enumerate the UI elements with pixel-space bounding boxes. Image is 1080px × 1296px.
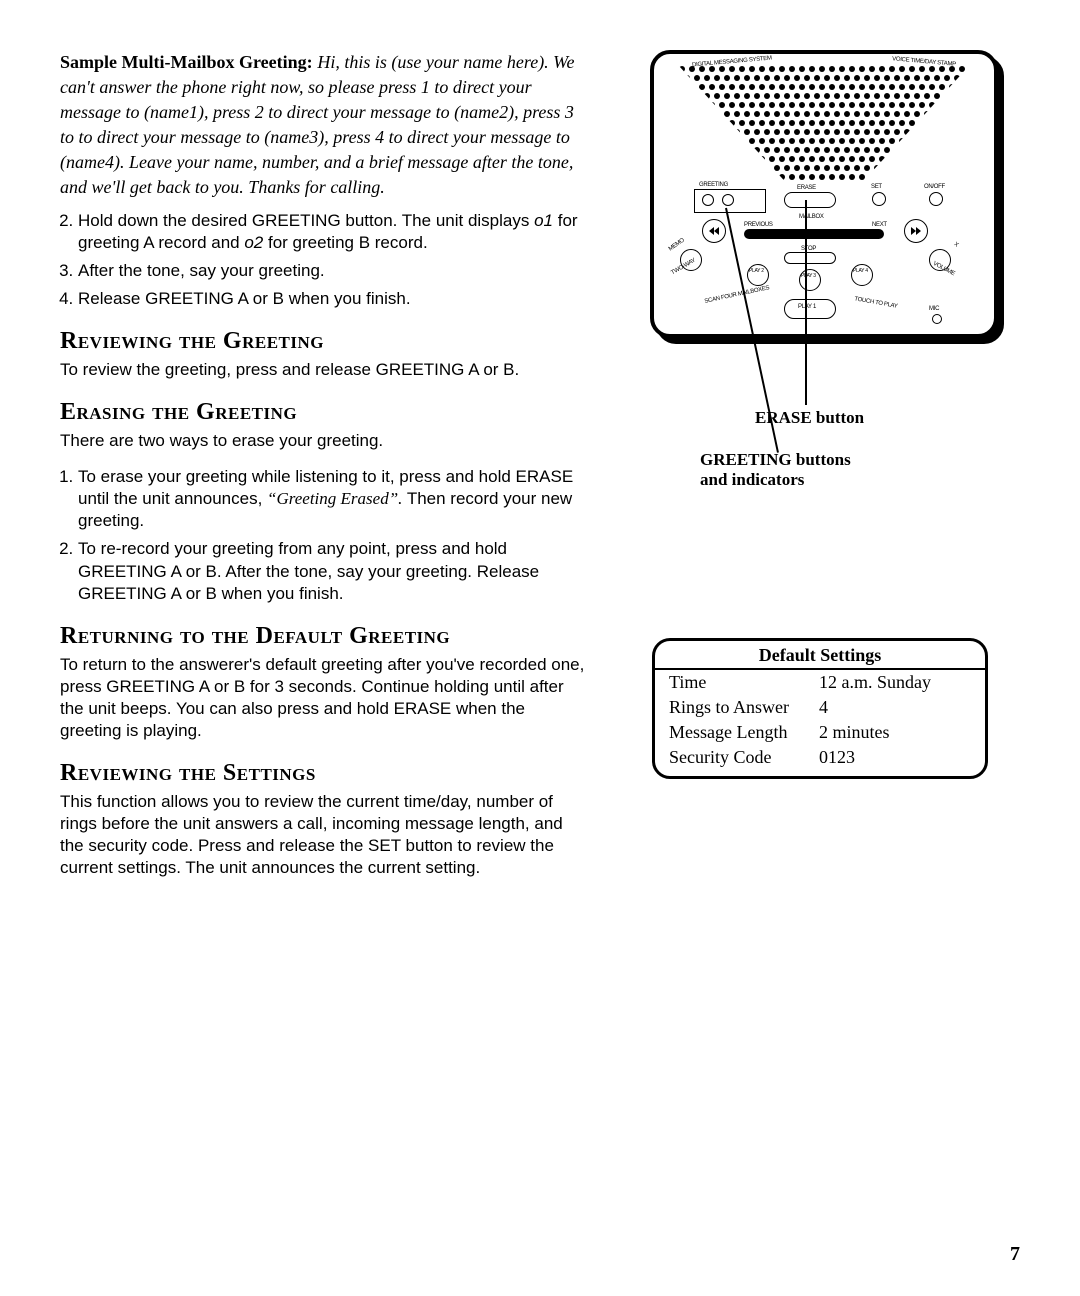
erase-label: ERASE button bbox=[755, 408, 864, 428]
settings-body: This function allows you to review the c… bbox=[60, 791, 590, 879]
next-btn bbox=[904, 219, 928, 243]
erasing-body: There are two ways to erase your greetin… bbox=[60, 430, 590, 452]
table-row: Rings to Answer 4 bbox=[655, 695, 985, 720]
onoff-btn bbox=[929, 192, 943, 206]
greeting-label: GREETING buttons and indicators bbox=[700, 450, 851, 490]
mailbox-window bbox=[744, 229, 884, 239]
sample-body: Hi, this is (use your name here). We can… bbox=[60, 52, 575, 197]
erase-btn bbox=[784, 192, 836, 208]
heading-settings: Reviewing the Settings bbox=[60, 760, 590, 787]
set-btn bbox=[872, 192, 886, 206]
table-row: Security Code 0123 bbox=[655, 745, 985, 776]
erase-step-2: To re-record your greeting from any poin… bbox=[78, 538, 590, 604]
page-number: 7 bbox=[1010, 1243, 1020, 1266]
step-3: After the tone, say your greeting. bbox=[78, 260, 590, 282]
leader-erase bbox=[805, 200, 807, 405]
sample-greeting-block: Sample Multi-Mailbox Greeting: Hi, this … bbox=[60, 50, 590, 200]
erase-steps: To erase your greeting while listening t… bbox=[60, 466, 590, 605]
default-settings-table: Default Settings Time 12 a.m. Sunday Rin… bbox=[652, 638, 988, 779]
device-diagram: DIGITAL MESSAGING SYSTEM VOICE TIME/DAY … bbox=[650, 50, 990, 338]
record-steps: Hold down the desired GREETING button. T… bbox=[60, 210, 590, 310]
heading-returning: Returning to the Default Greeting bbox=[60, 623, 590, 650]
step-4: Release GREETING A or B when you finish. bbox=[78, 288, 590, 310]
prev-btn bbox=[702, 219, 726, 243]
table-row: Time 12 a.m. Sunday bbox=[655, 670, 985, 695]
settings-table-title: Default Settings bbox=[655, 641, 985, 670]
erase-step-1: To erase your greeting while listening t… bbox=[78, 466, 590, 532]
returning-body: To return to the answerer's default gree… bbox=[60, 654, 590, 742]
table-row: Message Length 2 minutes bbox=[655, 720, 985, 745]
heading-erasing: Erasing the Greeting bbox=[60, 399, 590, 426]
heading-reviewing: Reviewing the Greeting bbox=[60, 328, 590, 355]
reviewing-body: To review the greeting, press and releas… bbox=[60, 359, 590, 381]
greeting-ind-a bbox=[702, 194, 714, 206]
sample-title: Sample Multi-Mailbox Greeting: bbox=[60, 52, 313, 72]
speaker-grille bbox=[679, 66, 969, 186]
mic-hole bbox=[932, 314, 942, 324]
stop-btn bbox=[784, 252, 836, 264]
step-2: Hold down the desired GREETING button. T… bbox=[78, 210, 590, 254]
greeting-ind-b bbox=[722, 194, 734, 206]
